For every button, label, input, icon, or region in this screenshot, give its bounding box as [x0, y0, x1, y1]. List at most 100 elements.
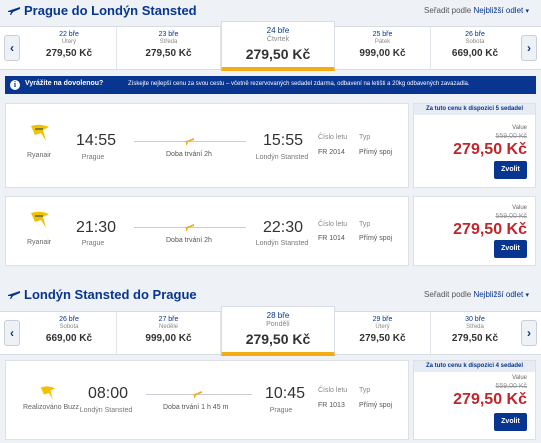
date-option[interactable]: 26 bře Sobota 669,00 Kč — [431, 27, 519, 71]
arrival-time: 10:45 — [265, 385, 306, 402]
chevron-down-icon: ▾ — [525, 8, 529, 15]
plane-icon — [184, 138, 194, 145]
flight-duration: Doba trvání 2h — [166, 237, 212, 244]
date-day: 29 bře — [372, 316, 393, 323]
sort-label: Seřadit podle — [424, 290, 472, 299]
sort-control[interactable]: Seřadit podle Nejbližší odlet ▾ — [424, 6, 529, 15]
flight-number: FR 1014 — [318, 235, 345, 242]
chevron-down-icon: ▾ — [525, 292, 529, 299]
price: 279,50 Kč — [453, 391, 527, 408]
promo-banner: i Vyrážíte na dovolenou? Získejte nejlep… — [5, 76, 536, 94]
sort-value: Nejbližší odlet — [473, 6, 524, 15]
outbound-date-bar: ‹ 22 bře Úterý 279,50 Kč 23 bře Středa 279,5… — [0, 21, 541, 71]
availability-note: Za tuto cenu k dispozici 4 sedadel — [414, 361, 535, 372]
inbound-date-bar: ‹ 26 bře Sobota 669,00 Kč 27 bře Neděle 999,… — [0, 306, 541, 356]
fare-card: Za tuto cenu k dispozici 5 sedadel Value… — [413, 103, 536, 188]
buzz-logo-icon — [40, 386, 56, 400]
plane-icon — [192, 391, 202, 398]
select-button[interactable]: Zvolit — [494, 161, 527, 179]
sort-control[interactable]: Seřadit podle Nejbližší odlet ▾ — [424, 290, 529, 299]
fare-card: Value 559,00 Kč 279,50 Kč Zvolit — [413, 196, 536, 266]
flight-number-label: Číslo letu — [318, 387, 348, 394]
date-option[interactable]: 22 bře Úterý 279,50 Kč — [22, 27, 117, 71]
date-option[interactable]: 30 bře Středa 279,50 Kč — [431, 312, 519, 356]
date-weekday: Úterý — [61, 39, 77, 45]
next-dates-button[interactable]: › — [521, 320, 537, 346]
date-option[interactable]: 25 bře Pátek 999,00 Kč — [335, 27, 431, 71]
availability-note: Za tuto cenu k dispozici 5 sedadel — [414, 104, 535, 115]
date-option[interactable]: 23 bře Středa 279,50 Kč — [117, 27, 221, 71]
date-weekday: Středa — [466, 324, 484, 330]
info-icon: i — [10, 80, 20, 90]
date-weekday: Pondělí — [266, 321, 290, 328]
date-day: 26 bře — [465, 31, 485, 38]
flight-duration: Doba trvání 2h — [166, 151, 212, 158]
ryanair-logo-icon — [31, 124, 49, 141]
airline-name: Ryanair — [27, 239, 52, 246]
date-option[interactable]: 27 bře Neděle 999,00 Kč — [117, 312, 221, 356]
route-line — [146, 394, 252, 395]
date-price: 279,50 Kč — [359, 333, 406, 344]
ryanair-logo-icon — [31, 211, 49, 228]
date-day: 23 bře — [158, 31, 179, 38]
flight-card[interactable]: Realizováno Buzz 08:00 Londýn Stansted D… — [5, 360, 409, 440]
date-option-selected[interactable]: 24 bře Čtvrtek 279,50 Kč — [221, 21, 335, 71]
plane-icon — [8, 7, 20, 15]
departure-city: Londýn Stansted — [79, 407, 133, 414]
date-price: 999,00 Kč — [359, 48, 406, 59]
arrival-city: Londýn Stansted — [255, 154, 309, 161]
date-day: 24 bře — [266, 26, 290, 35]
old-price: 559,00 Kč — [495, 133, 527, 140]
prev-dates-button[interactable]: ‹ — [4, 35, 20, 61]
date-price: 669,00 Kč — [451, 48, 499, 59]
select-button[interactable]: Zvolit — [494, 413, 527, 431]
select-button[interactable]: Zvolit — [494, 240, 527, 258]
date-option-selected[interactable]: 28 bře Pondělí 279,50 Kč — [221, 306, 335, 356]
flight-card[interactable]: Ryanair 21:30 Prague Doba trvání 2h 22:3… — [5, 196, 409, 266]
date-weekday: Neděle — [158, 324, 178, 330]
route-line — [134, 141, 246, 142]
price: 279,50 Kč — [453, 221, 527, 238]
airline-name: Realizováno Buzz — [23, 404, 80, 411]
flight-type: Přímý spoj — [359, 402, 393, 409]
flight-type: Přímý spoj — [359, 149, 393, 156]
route-line — [134, 227, 246, 228]
price: 279,50 Kč — [453, 141, 527, 158]
old-price: 559,00 Kč — [495, 213, 527, 220]
fare-label: Value — [512, 205, 527, 211]
sort-label: Seřadit podle — [424, 6, 472, 15]
date-price: 279,50 Kč — [245, 331, 311, 347]
departure-city: Prague — [81, 240, 105, 247]
date-price: 669,00 Kč — [45, 333, 93, 344]
departure-time: 21:30 — [76, 219, 117, 236]
date-option[interactable]: 29 bře Úterý 279,50 Kč — [335, 312, 431, 356]
date-day: 28 bře — [266, 311, 290, 320]
departure-time: 14:55 — [76, 132, 117, 149]
inbound-header: Londýn Stansted do Prague Seřadit podle … — [0, 285, 541, 305]
next-dates-button[interactable]: › — [521, 35, 537, 61]
date-weekday: Úterý — [375, 324, 390, 330]
date-price: 999,00 Kč — [145, 333, 192, 344]
date-price: 279,50 Kč — [45, 48, 93, 59]
flight-type: Přímý spoj — [359, 235, 393, 242]
departure-city: Prague — [81, 154, 105, 161]
flight-type-label: Typ — [359, 221, 371, 228]
banner-text: Získejte nejlepší cenu za svou cestu – v… — [128, 81, 470, 87]
fare-card: Za tuto cenu k dispozici 4 sedadel Value… — [413, 360, 536, 440]
prev-dates-button[interactable]: ‹ — [4, 320, 20, 346]
date-price: 279,50 Kč — [145, 48, 192, 59]
date-weekday: Sobota — [59, 324, 79, 330]
date-weekday: Středa — [159, 39, 178, 45]
date-option[interactable]: 26 bře Sobota 669,00 Kč — [22, 312, 117, 356]
arrival-city: Prague — [269, 407, 293, 414]
flight-card[interactable]: Ryanair 14:55 Prague Doba trvání 2h 15:5… — [5, 103, 409, 188]
date-day: 22 bře — [59, 31, 79, 38]
date-price: 279,50 Kč — [245, 46, 311, 62]
date-day: 30 bře — [465, 316, 485, 323]
date-day: 25 bře — [372, 31, 393, 38]
arrival-time: 15:55 — [263, 132, 304, 149]
date-day: 26 bře — [59, 316, 79, 323]
arrival-time: 22:30 — [263, 219, 304, 236]
flight-number: FR 2014 — [318, 149, 345, 156]
date-day: 27 bře — [158, 316, 179, 323]
